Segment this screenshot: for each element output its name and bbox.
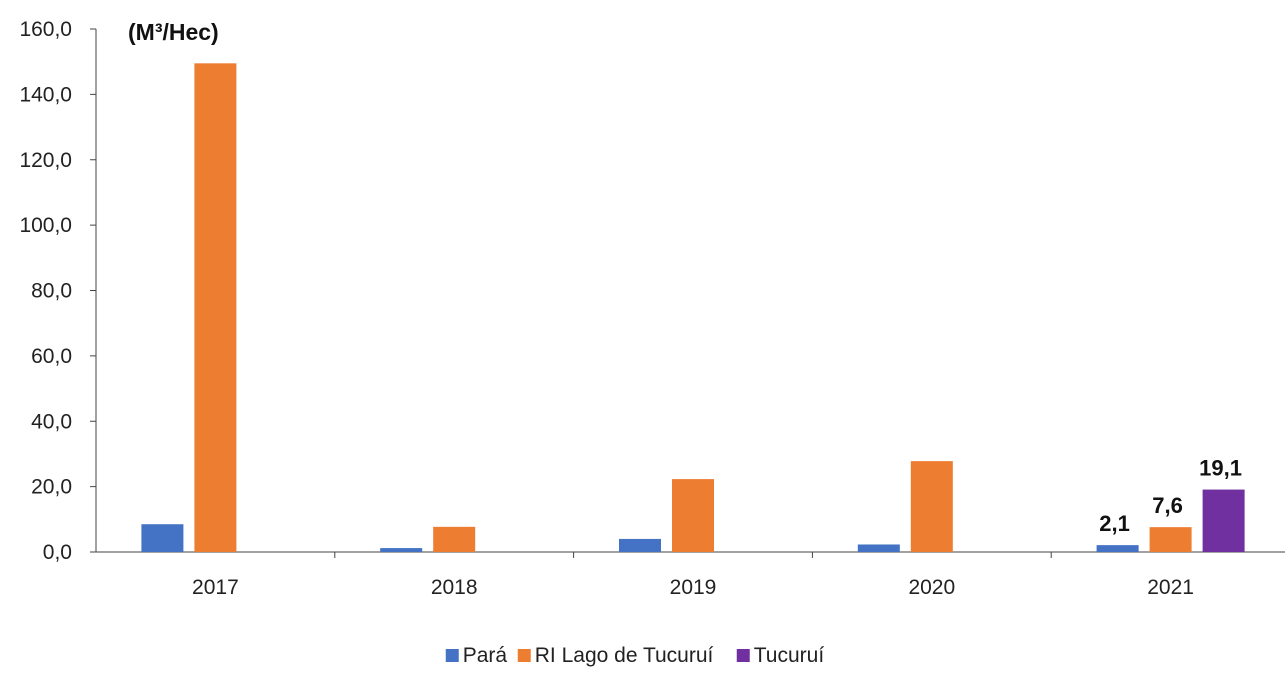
x-tick-label: 2019 <box>670 576 717 599</box>
bar <box>433 526 476 552</box>
legend-entry: Tucuruí <box>754 644 825 667</box>
data-labels: 2,1 7,6 19,1 <box>1099 456 1242 537</box>
x-tick-label: 2020 <box>908 576 955 599</box>
y-tick-label: 80,0 <box>31 280 72 303</box>
legend-entry: Pará <box>463 644 508 667</box>
legend-swatch <box>445 649 459 662</box>
bar <box>619 538 661 552</box>
bar <box>1149 527 1192 552</box>
legend-swatch <box>517 649 531 662</box>
y-axis: 0,0 20,0 40,0 60,0 80,0 100,0 120,0 140,0 160,0 <box>19 18 97 564</box>
legend-entry: RI Lago de Tucuruí <box>535 644 714 667</box>
y-tick-label: 20,0 <box>31 476 72 499</box>
bar <box>380 548 423 552</box>
data-label: 19,1 <box>1199 456 1242 481</box>
y-tick-label: 140,0 <box>19 83 72 106</box>
bar <box>1202 489 1245 552</box>
bar <box>857 544 900 552</box>
unit-label: (M³/Hec) <box>128 19 219 45</box>
y-tick-label: 160,0 <box>19 18 72 41</box>
y-tick-label: 40,0 <box>31 410 72 433</box>
bar <box>194 63 237 553</box>
bar <box>1096 545 1139 552</box>
bar <box>910 461 953 552</box>
bar <box>141 524 184 552</box>
y-tick-label: 100,0 <box>19 214 72 237</box>
data-label: 7,6 <box>1152 493 1183 518</box>
x-axis: 2017 2018 2019 2020 2021 <box>96 551 1285 599</box>
x-tick-label: 2017 <box>192 576 239 599</box>
bar <box>672 479 714 552</box>
x-tick-label: 2021 <box>1147 576 1194 599</box>
y-tick-label: 0,0 <box>43 541 72 564</box>
y-tick-label: 120,0 <box>19 149 72 172</box>
data-label: 2,1 <box>1099 511 1130 536</box>
bars <box>141 63 1245 553</box>
x-tick-label: 2018 <box>431 576 478 599</box>
y-tick-label: 60,0 <box>31 345 72 368</box>
legend-swatch <box>736 649 750 662</box>
legend: Pará RI Lago de Tucuruí Tucuruí <box>445 644 825 667</box>
